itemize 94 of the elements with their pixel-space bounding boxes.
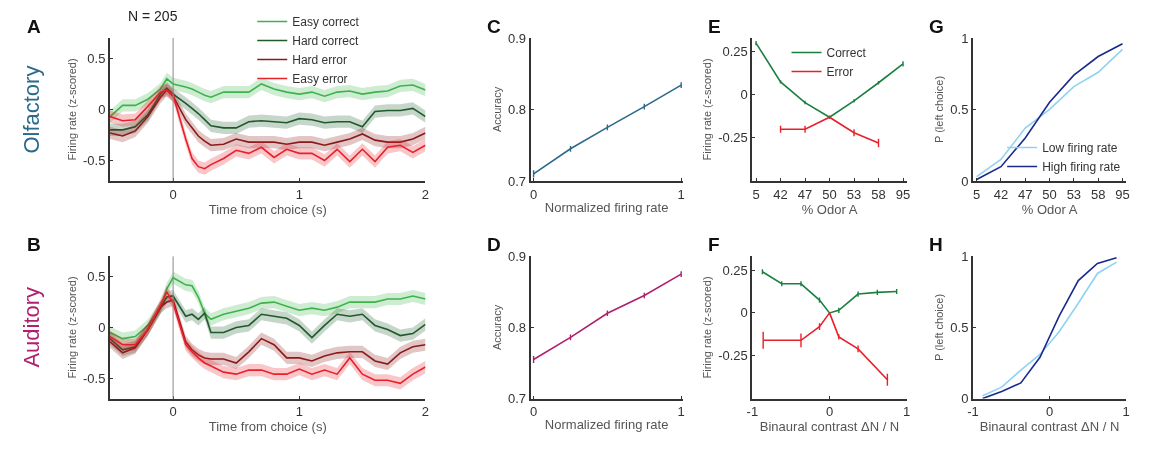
y-tick-label: -0.5 xyxy=(83,370,106,386)
y-tick-label: 0.25 xyxy=(722,44,748,60)
legend-label: Hard error xyxy=(292,53,347,68)
x-axis-title: Time from choice (s) xyxy=(208,419,327,435)
legend-label: High firing rate xyxy=(1042,160,1121,175)
chart-title: B xyxy=(27,234,41,255)
chart-title: G xyxy=(929,16,944,37)
y-tick-label: 0 xyxy=(961,391,969,407)
legend-label: Error xyxy=(826,65,854,80)
x-tick-label: -1 xyxy=(967,404,979,420)
y-axis-title: Firing rate (z-scored) xyxy=(66,58,79,161)
x-tick-label: 1 xyxy=(903,404,911,420)
x-axis-title: Normalized firing rate xyxy=(544,417,669,433)
chart-title: C xyxy=(487,16,501,37)
y-tick-label: 0.8 xyxy=(507,102,527,118)
chart-title: H xyxy=(929,234,943,255)
line-series xyxy=(110,295,426,351)
y-tick-label: 0 xyxy=(740,305,748,321)
chart-title: D xyxy=(487,234,501,255)
chart-title: A xyxy=(27,16,41,37)
x-tick-label: 58 xyxy=(1090,186,1106,202)
x-tick-label: 53 xyxy=(846,186,862,202)
y-tick-label: -0.25 xyxy=(718,348,748,364)
legend-label: Easy correct xyxy=(292,15,360,30)
y-tick-label: 0.9 xyxy=(507,248,527,264)
y-tick-label: 0 xyxy=(98,102,106,118)
y-axis-title: Accuracy xyxy=(491,86,504,133)
y-tick-label: 0.5 xyxy=(87,50,106,66)
text: Auditory xyxy=(18,286,44,368)
chart-title: F xyxy=(708,234,720,255)
y-tick-label: 0 xyxy=(961,173,969,189)
legend-label: Correct xyxy=(826,46,867,61)
x-tick-label: 5 xyxy=(973,186,981,202)
x-tick-label: 50 xyxy=(822,186,837,202)
x-tick-label: 0 xyxy=(529,404,538,420)
text: Olfactory xyxy=(18,65,44,154)
x-tick-label: 0 xyxy=(1045,404,1054,420)
x-tick-label: 42 xyxy=(773,186,788,202)
x-tick-label: 1 xyxy=(295,186,303,202)
x-axis-title: Time from choice (s) xyxy=(208,201,327,217)
y-tick-label: 1 xyxy=(961,30,969,46)
x-tick-label: 50 xyxy=(1042,186,1057,202)
x-tick-label: 95 xyxy=(1115,186,1130,202)
y-tick-label: 1 xyxy=(961,248,969,264)
y-tick-label: 0.5 xyxy=(87,269,106,285)
x-axis-title: Normalized firing rate xyxy=(544,199,669,215)
x-tick-label: 47 xyxy=(797,186,813,202)
y-axis-title: Firing rate (z-scored) xyxy=(701,276,714,379)
x-tick-label: 1 xyxy=(677,186,685,202)
x-axis-title: Binaural contrast ΔN / N xyxy=(759,419,900,435)
x-tick-label: 95 xyxy=(895,186,911,202)
y-tick-label: 0 xyxy=(98,320,106,336)
y-tick-label: 0.25 xyxy=(722,262,748,278)
x-axis-title: Binaural contrast ΔN / N xyxy=(979,419,1120,435)
x-tick-label: 53 xyxy=(1066,186,1082,202)
x-tick-label: 58 xyxy=(871,186,886,202)
line-series xyxy=(110,299,426,365)
line-series xyxy=(779,116,880,144)
y-tick-label: 0.8 xyxy=(507,320,527,336)
chart-title: E xyxy=(708,16,721,37)
y-tick-label: 0.7 xyxy=(507,173,527,189)
line-series xyxy=(110,87,426,131)
line-series xyxy=(110,89,426,147)
y-tick-label: 0.7 xyxy=(507,391,527,407)
x-axis-title: % Odor A xyxy=(1021,201,1078,217)
y-tick-label: -0.25 xyxy=(718,130,748,146)
y-tick-label: -0.5 xyxy=(83,153,106,169)
text: N = 205 xyxy=(128,8,178,24)
y-tick-label: 0.9 xyxy=(507,30,527,46)
y-axis-title: Firing rate (z-scored) xyxy=(66,276,79,379)
x-tick-label: 2 xyxy=(421,404,430,420)
x-axis-title: % Odor A xyxy=(801,201,858,217)
x-tick-label: 1 xyxy=(1122,404,1130,420)
x-tick-label: 1 xyxy=(295,404,303,420)
x-tick-label: 1 xyxy=(677,404,685,420)
x-tick-label: 42 xyxy=(993,186,1009,202)
y-axis-title: P (left choice) xyxy=(933,293,946,361)
y-tick-label: 0 xyxy=(740,87,748,103)
legend-label: Hard correct xyxy=(292,34,359,49)
x-tick-label: 0 xyxy=(169,404,177,420)
legend-label: Easy error xyxy=(292,72,348,87)
y-tick-label: 0.5 xyxy=(950,320,969,336)
x-tick-label: 5 xyxy=(752,186,760,202)
x-tick-label: 2 xyxy=(421,186,430,202)
y-axis-title: P (left choice) xyxy=(933,75,946,143)
y-axis-title: Accuracy xyxy=(491,304,504,351)
x-tick-label: 0 xyxy=(529,186,538,202)
x-tick-label: -1 xyxy=(746,404,759,420)
x-tick-label: 0 xyxy=(825,404,834,420)
y-tick-label: 0.5 xyxy=(950,102,969,118)
legend-label: Low firing rate xyxy=(1042,141,1118,156)
x-tick-label: 47 xyxy=(1018,186,1033,202)
y-axis-title: Firing rate (z-scored) xyxy=(701,58,714,161)
x-tick-label: 0 xyxy=(169,186,177,202)
